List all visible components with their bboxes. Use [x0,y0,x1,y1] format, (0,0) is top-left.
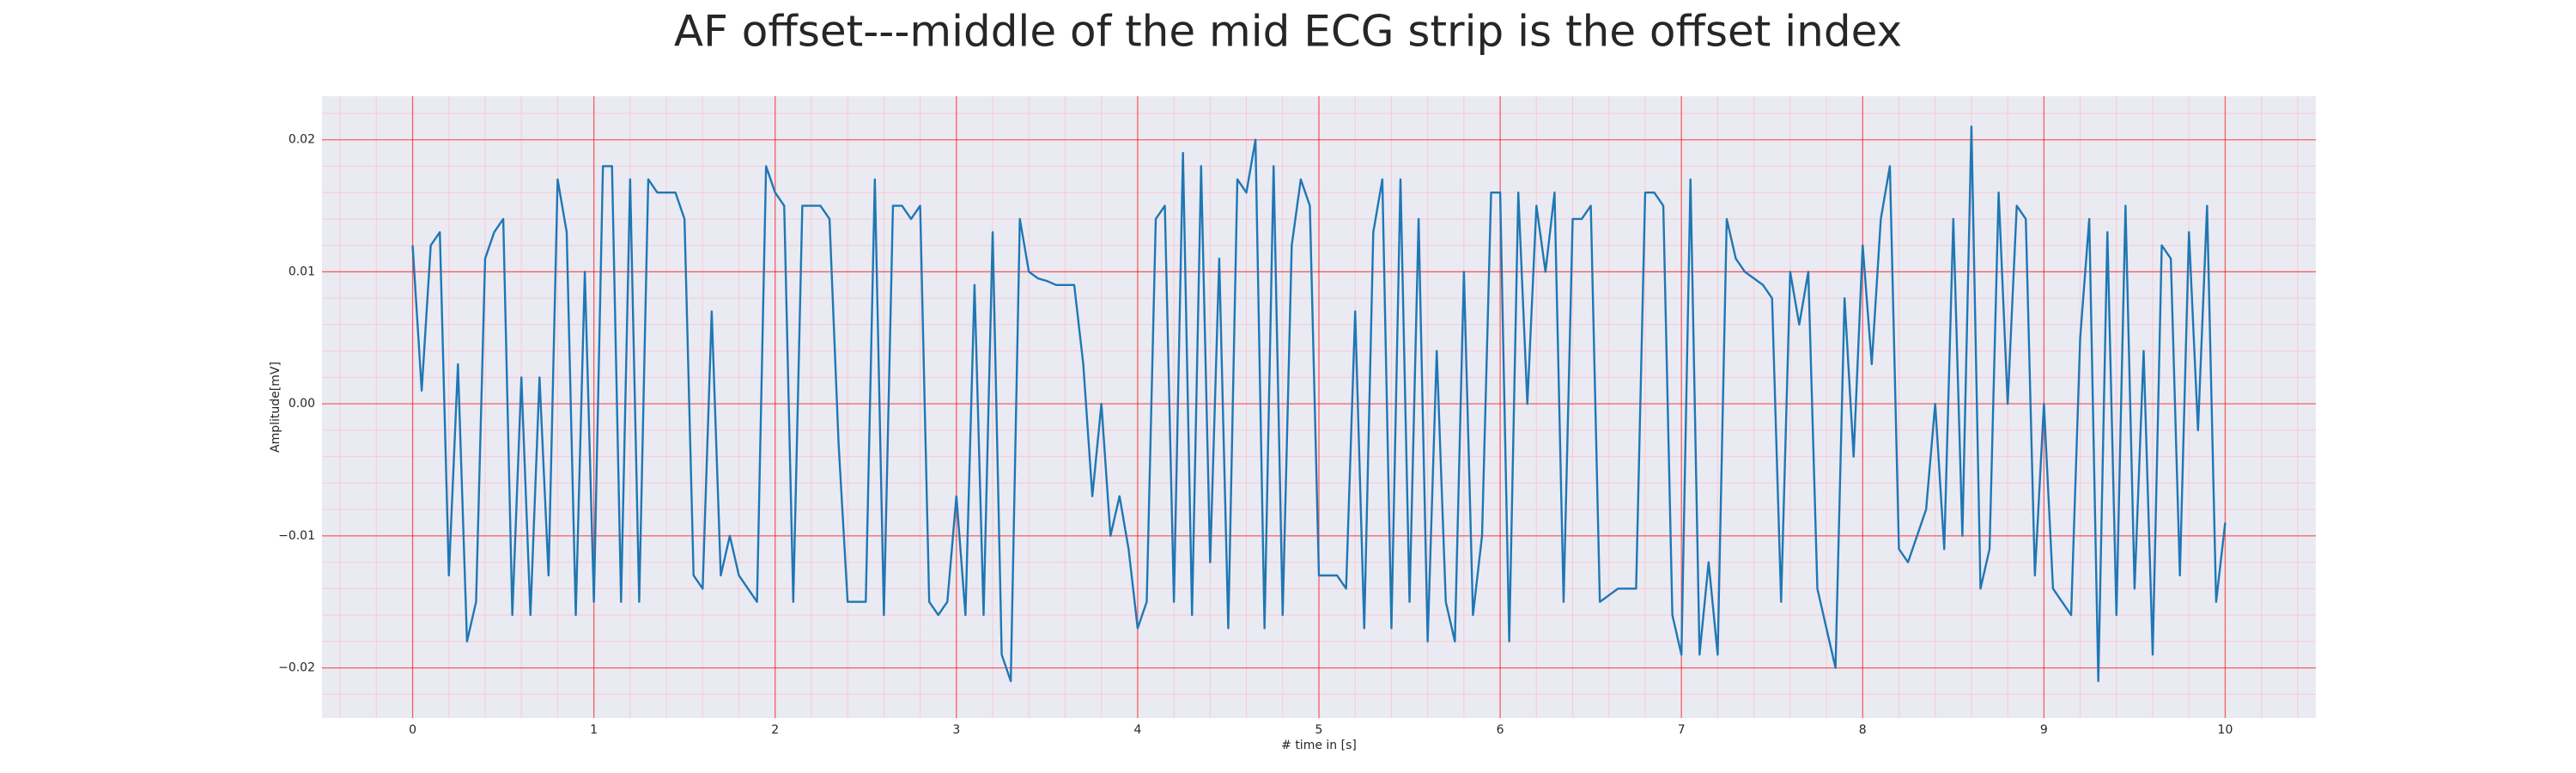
x-tick-label: 1 [590,723,598,737]
x-axis-label: # time in [s] [1281,739,1357,752]
x-tick-label: 2 [771,723,779,737]
y-tick-label: −0.01 [278,529,315,543]
x-tick-label: 7 [1678,723,1686,737]
marks [411,125,2227,683]
labels: 0 1 2 3 4 5 6 7 8 9 10 −0.02 −0.01 0.00 0.01 0.02 [278,133,2233,737]
x-tick-label: 9 [2040,723,2048,737]
x-tick-label: 3 [952,723,960,737]
x-tick-label: 5 [1315,723,1323,737]
y-tick-label: 0.01 [289,265,315,278]
x-tick-label: 8 [1859,723,1867,737]
chart-title: AF offset---middle of the mid ECG strip … [674,7,1902,57]
ecg-line [411,125,2227,683]
y-tick-label: 0.00 [289,397,315,411]
y-tick-label: 0.02 [289,133,315,147]
x-tick-label: 4 [1133,723,1141,737]
y-axis-label: Amplitude[mV] [269,362,283,453]
x-tick-label: 0 [409,723,416,737]
x-tick-label: 10 [2218,723,2233,737]
y-tick-label: −0.02 [278,661,315,675]
x-tick-label: 6 [1497,723,1504,737]
